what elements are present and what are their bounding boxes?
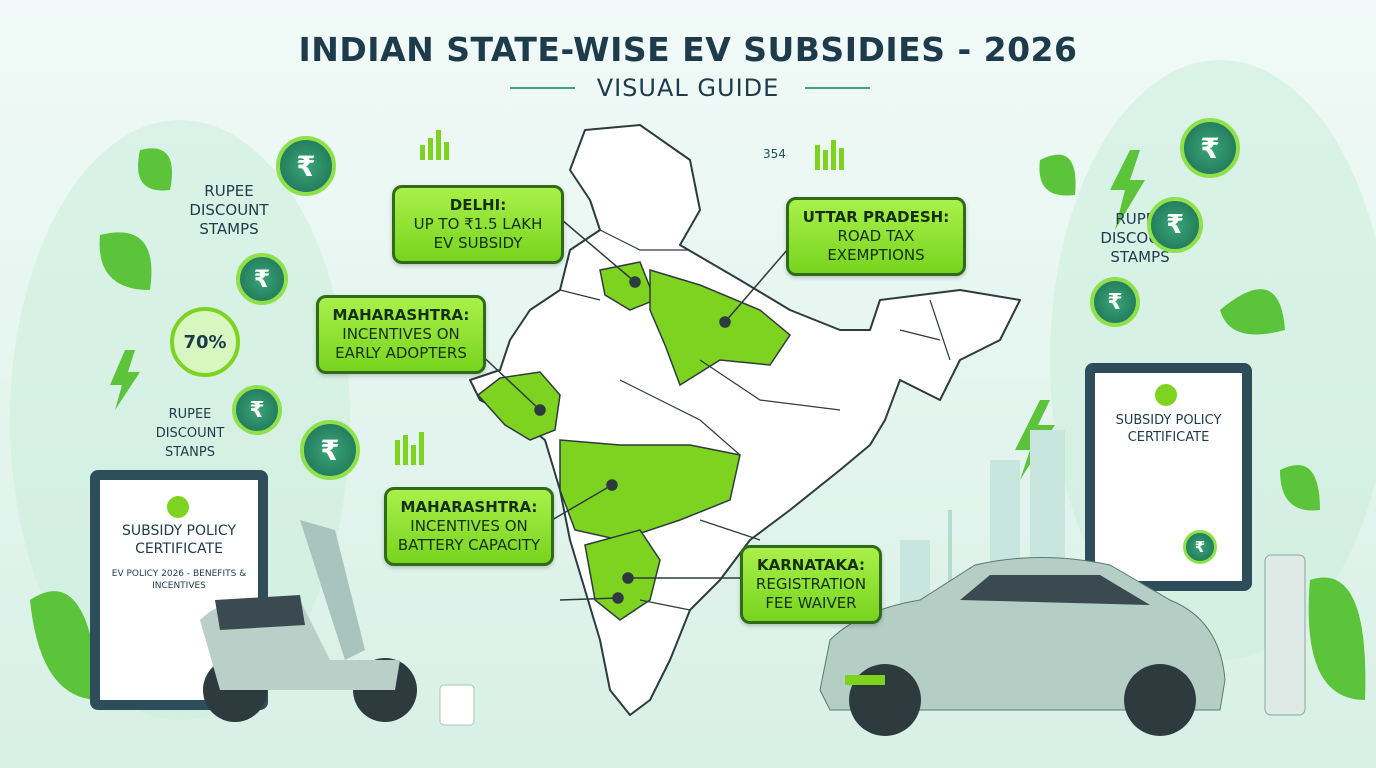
uttar-pradesh [649,268,791,387]
callout-state: KARNATAKA: [757,556,865,574]
callout: DELHI: UP TO ₹1.5 LAKH EV SUBSIDY [392,185,564,264]
certificate-title: SUBSIDY POLICY CERTIFICATE [122,523,236,557]
leader [561,219,636,283]
deco-bar [420,145,425,160]
pin [612,592,624,604]
deco-bar [815,145,820,170]
coin: ₹ [1180,118,1240,178]
coin: ₹ [1147,197,1203,253]
karnataka [584,529,661,621]
bolt [110,350,140,410]
side-label: RUPEE DISCOUNT STANPS [155,407,225,460]
wheel [849,664,921,736]
deco-bar [428,138,433,160]
coin: ₹ [1183,530,1217,564]
callout-text: INCENTIVES ON BATTERY CAPACITY [397,517,541,554]
side-label: RUPEE DISCOUNT STAMPS [189,182,269,238]
deco-bar [823,150,828,170]
wheel [1124,664,1196,736]
leaf [30,591,100,700]
percent-badge: 70% [170,307,240,377]
coin: ₹ [236,253,288,305]
coin: ₹ [300,420,360,480]
leaf [138,148,172,191]
leaf [1039,154,1076,196]
gujarat [476,371,561,441]
callout-text: INCENTIVES ON EARLY ADOPTERS [335,325,467,362]
leaf [1280,465,1320,511]
callout: KARNATAKA: REGISTRATION FEE WAIVER [740,545,882,624]
leaf [99,232,152,290]
deco-bar [403,435,408,465]
deco-bar [395,440,400,465]
plate [845,675,885,685]
pin [629,276,641,288]
pin [622,572,634,584]
deco-bar [436,130,441,160]
plant-pot [439,684,475,726]
pin [719,316,731,328]
leaf [1308,577,1366,700]
certificate-paper [1095,373,1242,581]
leader [551,484,613,521]
deco-bar [444,142,449,160]
callout-text: UP TO ₹1.5 LAKH EV SUBSIDY [413,215,543,252]
state-borders [559,229,951,611]
deco-bar [839,148,844,170]
leader [559,597,619,601]
callout: MAHARASHTRA: INCENTIVES ON BATTERY CAPAC… [384,487,554,566]
coin: ₹ [1090,277,1140,327]
coin: ₹ [232,385,282,435]
pin [606,479,618,491]
pin [534,404,546,416]
callout: UTTAR PRADESH: ROAD TAX EXEMPTIONS [786,197,966,276]
deco-bar [831,140,836,170]
subtitle: VISUAL GUIDE [596,74,780,102]
title: INDIAN STATE-WISE EV SUBSIDIES - 2026 [298,30,1078,69]
callout-state: DELHI: [449,196,507,214]
certificate-text: SUBSIDY POLICY CERTIFICATE EV POLICY 202… [104,522,254,592]
highlighted-states [476,261,791,621]
window [960,575,1150,605]
check-seal [167,496,189,518]
charger [1264,554,1306,716]
border-lines [559,229,951,611]
coin: ₹ [276,136,336,196]
mini-bars [395,130,844,465]
callout: MAHARASHTRA: INCENTIVES ON EARLY ADOPTER… [316,295,486,374]
deco-bar [419,432,424,465]
scooter [200,520,417,722]
leaves [30,148,1366,700]
check-seal [1155,384,1177,406]
certificate-title: SUBSIDY POLICY CERTIFICATE [1115,413,1222,445]
callout-state: UTTAR PRADESH: [802,208,950,226]
car [819,557,1226,736]
front [300,520,365,660]
callout-text: ROAD TAX EXEMPTIONS [827,227,925,264]
callout-state: MAHARASHTRA: [332,306,470,324]
maharashtra [559,439,741,541]
chart-number: 354 [763,147,786,161]
bolt [1110,150,1145,230]
leaf [1220,289,1285,335]
certificate-subtitle: EV POLICY 2026 - BENEFITS & INCENTIVES [111,569,247,591]
deco-bar [411,445,416,465]
callout-state: MAHARASHTRA: [400,498,538,516]
delhi-region [599,261,656,311]
seat [215,595,305,630]
callout-text: REGISTRATION FEE WAIVER [755,575,867,612]
